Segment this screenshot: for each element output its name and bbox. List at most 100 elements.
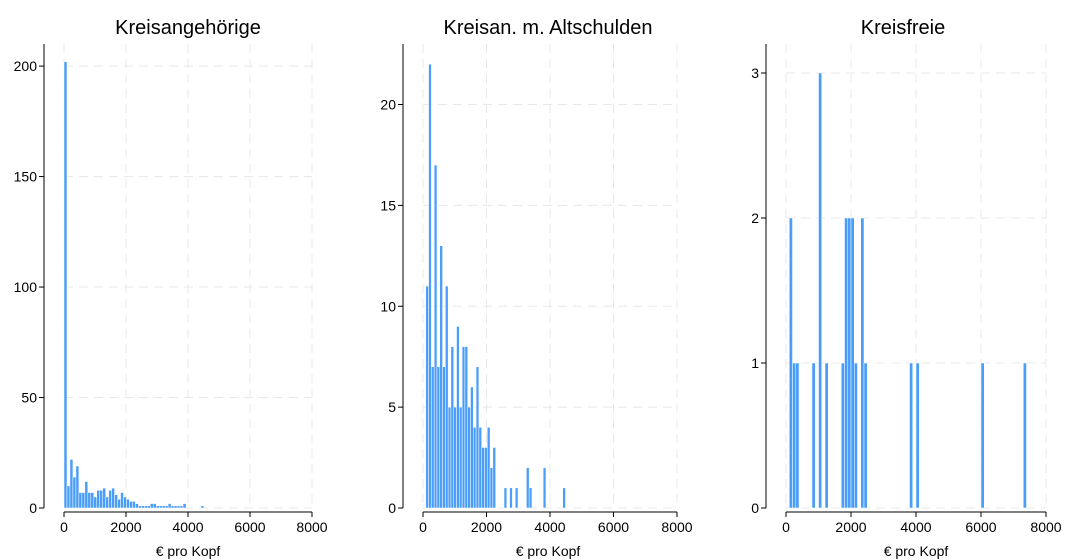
- x-tick-label: 6000: [965, 519, 996, 535]
- x-tick-label: 4000: [172, 519, 203, 535]
- histogram-bar: [117, 498, 121, 509]
- histogram-bar: [431, 366, 435, 509]
- histogram-bar: [114, 494, 118, 509]
- x-tick-label: 8000: [296, 519, 327, 535]
- x-tick-label: 0: [60, 519, 68, 535]
- y-tick-label: 150: [14, 169, 38, 185]
- histogram-bar: [503, 487, 508, 509]
- histogram-bar: [484, 447, 488, 509]
- panel-title: Kreisfreie: [861, 17, 945, 39]
- histogram-bar: [72, 476, 77, 509]
- histogram-bar: [153, 503, 157, 509]
- histogram-bar: [824, 362, 829, 509]
- histogram-bar: [156, 505, 160, 509]
- histogram-bar: [129, 501, 133, 509]
- histogram-bar: [854, 362, 858, 509]
- x-axis-label: € pro Kopf: [156, 543, 221, 559]
- histogram-bar: [96, 490, 100, 509]
- histogram-bar: [87, 492, 92, 509]
- histogram-bar: [478, 427, 482, 509]
- histogram-bar: [489, 467, 494, 509]
- histogram-bar: [789, 217, 793, 509]
- histogram-bar: [811, 362, 816, 509]
- histogram-bar: [436, 366, 441, 509]
- histogram-bar: [161, 505, 166, 509]
- histogram-bar: [487, 427, 491, 509]
- histogram-bar: [841, 362, 845, 509]
- histogram-bar: [102, 487, 106, 509]
- histogram-bar: [459, 406, 463, 509]
- panel-title: Kreisan. m. Altschulden: [444, 17, 653, 39]
- histogram-bar: [81, 492, 86, 509]
- y-tick-label: 3: [751, 65, 759, 81]
- x-tick-label: 0: [782, 519, 790, 535]
- histogram-bar: [980, 362, 985, 509]
- histogram-bar: [138, 505, 142, 509]
- histogram-bar: [445, 285, 449, 509]
- histogram-bar: [78, 492, 83, 509]
- panel-2: 0 5 10 15 20 0 2000 4000 6000 8000 Kreisan. m. Alt…: [380, 17, 692, 559]
- x-tick-label: 8000: [661, 519, 692, 535]
- histogram-bar: [66, 485, 71, 509]
- histogram-bar: [428, 63, 432, 509]
- histogram-bar: [75, 465, 80, 509]
- y-tick-label: 15: [380, 197, 396, 213]
- histogram-bar: [467, 406, 471, 509]
- histogram-bar: [90, 492, 95, 509]
- histogram-bar: [844, 217, 848, 509]
- histogram-bar: [182, 503, 187, 509]
- histogram-bar: [173, 505, 178, 509]
- histogram-bar: [492, 447, 496, 509]
- histogram-bar: [795, 362, 800, 509]
- y-tick-label: 50: [21, 390, 37, 406]
- y-tick-label: 2: [751, 210, 759, 226]
- histogram-bar: [562, 487, 566, 509]
- panel-title: Kreisangehörige: [115, 17, 261, 39]
- histogram-bar: [526, 467, 530, 509]
- histogram-bar: [792, 362, 796, 509]
- histogram-bar: [433, 164, 438, 509]
- histogram-bar: [473, 427, 477, 509]
- histogram-bar: [447, 406, 452, 509]
- histogram-bar: [170, 505, 175, 509]
- histogram-bar: [167, 503, 172, 509]
- histogram-bar: [200, 505, 205, 509]
- histogram-bar: [158, 505, 163, 509]
- y-tick-label: 10: [380, 298, 396, 314]
- histogram-bar: [99, 490, 103, 509]
- histogram-bar: [164, 505, 169, 509]
- histogram-bar: [542, 467, 547, 509]
- histogram-bar: [439, 245, 443, 509]
- x-tick-label: 2000: [835, 519, 866, 535]
- x-tick-label: 2000: [471, 519, 502, 535]
- histogram-bar: [464, 346, 468, 509]
- histogram-bar: [509, 487, 513, 509]
- histogram-bar: [847, 217, 852, 509]
- histogram-bar: [818, 72, 822, 509]
- x-tick-label: 4000: [900, 519, 931, 535]
- histogram-bar: [442, 366, 446, 509]
- histogram-bar: [111, 487, 115, 509]
- histogram-bar: [850, 217, 855, 509]
- histogram-bar: [105, 496, 109, 509]
- histogram-bar: [144, 505, 148, 509]
- histogram-bar: [860, 217, 865, 509]
- histogram-bar: [470, 386, 474, 509]
- x-tick-label: 4000: [534, 519, 565, 535]
- histogram-bar: [450, 346, 454, 509]
- x-tick-label: 6000: [234, 519, 265, 535]
- histogram-bar: [425, 285, 429, 509]
- x-tick-label: 8000: [1030, 519, 1061, 535]
- panel-3: 0 1 2 3 0 2000 4000 6000 8000 Kreisfreie € pro Kop…: [751, 17, 1062, 559]
- y-tick-label: 200: [14, 58, 38, 74]
- histogram-bar: [84, 481, 89, 509]
- histogram-bar: [141, 505, 145, 509]
- x-axis-label: € pro Kopf: [884, 543, 949, 559]
- y-tick-label: 0: [751, 500, 759, 516]
- histogram-bar: [150, 503, 154, 509]
- histogram-bar: [132, 501, 136, 509]
- histogram-bar: [63, 61, 68, 509]
- x-tick-label: 6000: [598, 519, 629, 535]
- histogram-bar: [475, 366, 480, 509]
